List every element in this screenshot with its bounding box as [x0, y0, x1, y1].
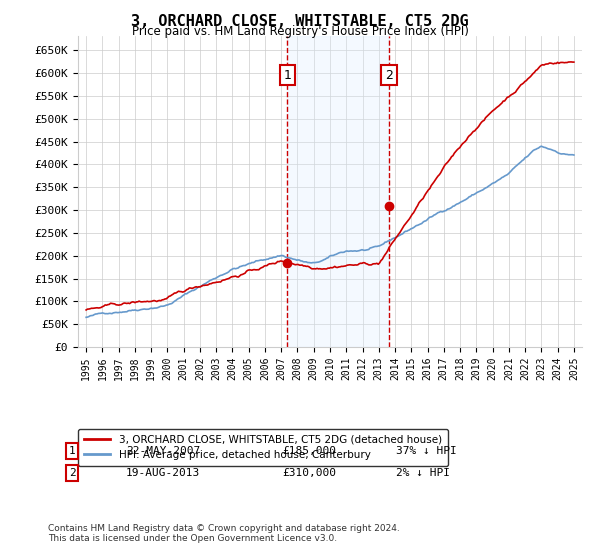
Text: 19-AUG-2013: 19-AUG-2013: [126, 468, 200, 478]
Text: £310,000: £310,000: [282, 468, 336, 478]
Text: 22-MAY-2007: 22-MAY-2007: [126, 446, 200, 456]
Text: 3, ORCHARD CLOSE, WHITSTABLE, CT5 2DG: 3, ORCHARD CLOSE, WHITSTABLE, CT5 2DG: [131, 14, 469, 29]
Text: 2: 2: [68, 468, 76, 478]
Bar: [287, 36, 389, 347]
Text: 2% ↓ HPI: 2% ↓ HPI: [396, 468, 450, 478]
Text: 1: 1: [68, 446, 76, 456]
Text: Contains HM Land Registry data © Crown copyright and database right 2024.
This d: Contains HM Land Registry data © Crown c…: [48, 524, 400, 543]
Text: £185,000: £185,000: [282, 446, 336, 456]
Text: 2: 2: [385, 69, 393, 82]
Text: 1: 1: [283, 69, 292, 82]
Legend: 3, ORCHARD CLOSE, WHITSTABLE, CT5 2DG (detached house), HPI: Average price, deta: 3, ORCHARD CLOSE, WHITSTABLE, CT5 2DG (d…: [78, 428, 448, 466]
Text: Price paid vs. HM Land Registry's House Price Index (HPI): Price paid vs. HM Land Registry's House …: [131, 25, 469, 38]
Text: 37% ↓ HPI: 37% ↓ HPI: [396, 446, 457, 456]
